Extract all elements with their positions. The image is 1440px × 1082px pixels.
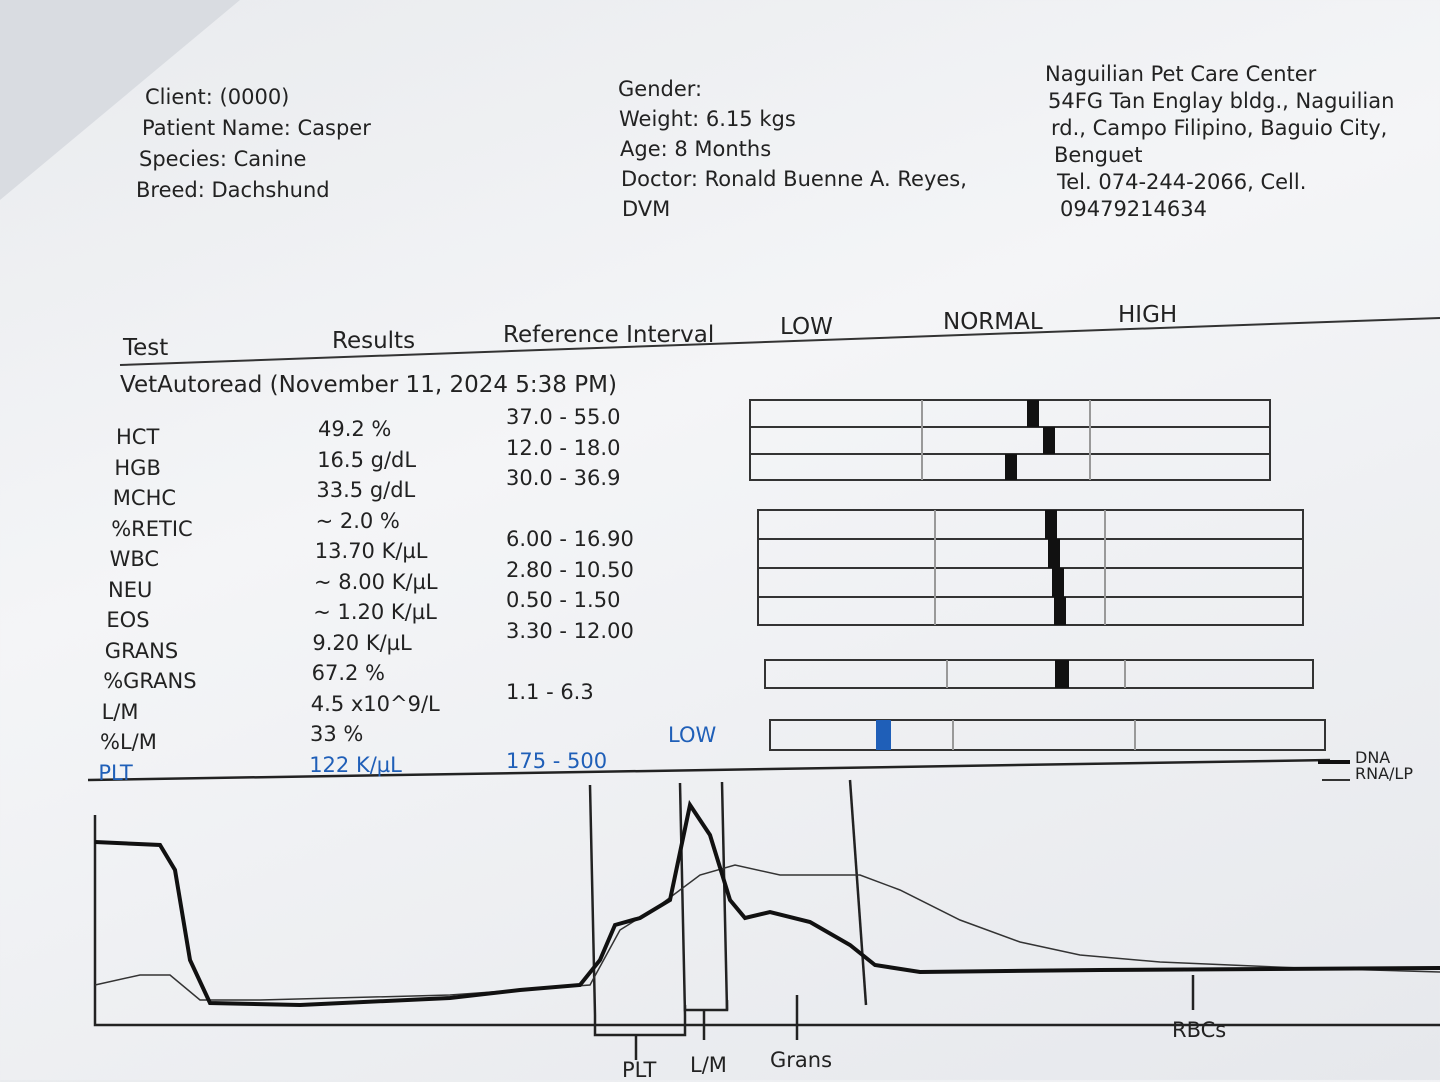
clinic-line: Naguilian Pet Care Center xyxy=(1045,62,1317,86)
test-name: L/M xyxy=(101,699,139,724)
test-name: HCT xyxy=(116,425,160,449)
marker xyxy=(1043,427,1055,454)
marker xyxy=(1045,510,1057,539)
column-header: Results xyxy=(332,328,416,354)
marker xyxy=(1048,539,1060,568)
column-header: HIGH xyxy=(1118,302,1178,328)
axis-label: RBCs xyxy=(1172,1018,1227,1042)
test-result: 13.70 K/µL xyxy=(314,539,428,563)
section-title: VetAutoread (November 11, 2024 5:38 PM) xyxy=(120,372,617,398)
range-bars-wbc xyxy=(757,509,1304,626)
patient-line: Species: Canine xyxy=(139,147,307,171)
test-result: 33 % xyxy=(310,722,364,746)
range-bar-lm xyxy=(764,659,1314,689)
test-result: ~ 8.00 K/µL xyxy=(314,569,438,594)
marker xyxy=(876,720,891,750)
reference-interval: 3.30 - 12.00 xyxy=(506,618,634,643)
header-rule xyxy=(119,317,1440,366)
patient-line: Client: (0000) xyxy=(145,85,290,109)
dna-curve xyxy=(94,799,1440,1008)
test-result: ~ 2.0 % xyxy=(315,508,400,533)
test-name: WBC xyxy=(109,547,160,571)
axis-label: PLT xyxy=(622,1058,657,1082)
range-bar-plt xyxy=(769,719,1326,751)
rna-curve xyxy=(94,864,1440,1001)
test-name: %GRANS xyxy=(103,669,197,693)
paper-fold xyxy=(0,0,240,200)
test-name: EOS xyxy=(106,608,150,632)
test-name: PLT xyxy=(98,760,133,785)
test-result: ~ 1.20 K/µL xyxy=(313,600,437,624)
histogram-frame xyxy=(87,758,1440,1060)
legend-label: RNA/LP xyxy=(1355,764,1413,783)
test-result: 33.5 g/dL xyxy=(316,478,416,502)
test-name: HGB xyxy=(114,455,161,480)
flag: LOW xyxy=(668,722,717,747)
marker xyxy=(1005,454,1017,480)
test-name: %L/M xyxy=(100,730,157,754)
test-name: GRANS xyxy=(104,638,179,663)
test-result: 9.20 K/µL xyxy=(312,630,412,655)
test-result: 67.2 % xyxy=(311,661,385,685)
marker xyxy=(1027,400,1039,427)
reference-interval: 37.0 - 55.0 xyxy=(506,405,621,429)
clinic-line: 54FG Tan Englay bldg., Naguilian xyxy=(1048,89,1395,113)
marker xyxy=(1052,568,1064,597)
test-result: 16.5 g/dL xyxy=(317,447,417,472)
test-result: 49.2 % xyxy=(318,417,392,441)
test-result: 122 K/µL xyxy=(309,752,402,777)
visit-line: Weight: 6.15 kgs xyxy=(619,107,796,131)
column-header: Test xyxy=(123,335,169,361)
patient-line: Patient Name: Casper xyxy=(142,116,371,140)
test-result: 4.5 x10^9/L xyxy=(310,691,440,716)
reference-interval: 30.0 - 36.9 xyxy=(506,466,621,490)
axis-label: Grans xyxy=(770,1048,833,1072)
clinic-line: Benguet xyxy=(1054,143,1143,167)
test-name: MCHC xyxy=(112,486,177,510)
marker xyxy=(1054,597,1066,625)
visit-line: Age: 8 Months xyxy=(620,137,772,161)
visit-line: Doctor: Ronald Buenne A. Reyes, xyxy=(621,167,967,191)
column-header: Reference Interval xyxy=(503,322,715,348)
test-name: %RETIC xyxy=(111,516,193,541)
clinic-line: rd., Campo Filipino, Baguio City, xyxy=(1051,116,1388,140)
reference-interval: 0.50 - 1.50 xyxy=(506,588,621,612)
column-header: NORMAL xyxy=(943,309,1043,335)
reference-interval: 175 - 500 xyxy=(506,748,608,773)
axis-label: L/M xyxy=(690,1053,727,1077)
reference-interval: 2.80 - 10.50 xyxy=(506,557,634,582)
column-header: LOW xyxy=(780,314,833,340)
clinic-line: 09479214634 xyxy=(1060,197,1207,221)
reference-interval: 12.0 - 18.0 xyxy=(506,435,621,460)
clinic-line: Tel. 074-244-2066, Cell. xyxy=(1057,170,1307,194)
visit-line: Gender: xyxy=(618,77,703,101)
legend-label: DNA xyxy=(1355,748,1391,767)
test-name: NEU xyxy=(108,577,153,602)
reference-interval: 6.00 - 16.90 xyxy=(506,527,634,551)
patient-line: Breed: Dachshund xyxy=(136,178,330,202)
reference-interval: 1.1 - 6.3 xyxy=(506,679,594,704)
visit-line: DVM xyxy=(622,197,671,221)
marker xyxy=(1055,660,1069,688)
